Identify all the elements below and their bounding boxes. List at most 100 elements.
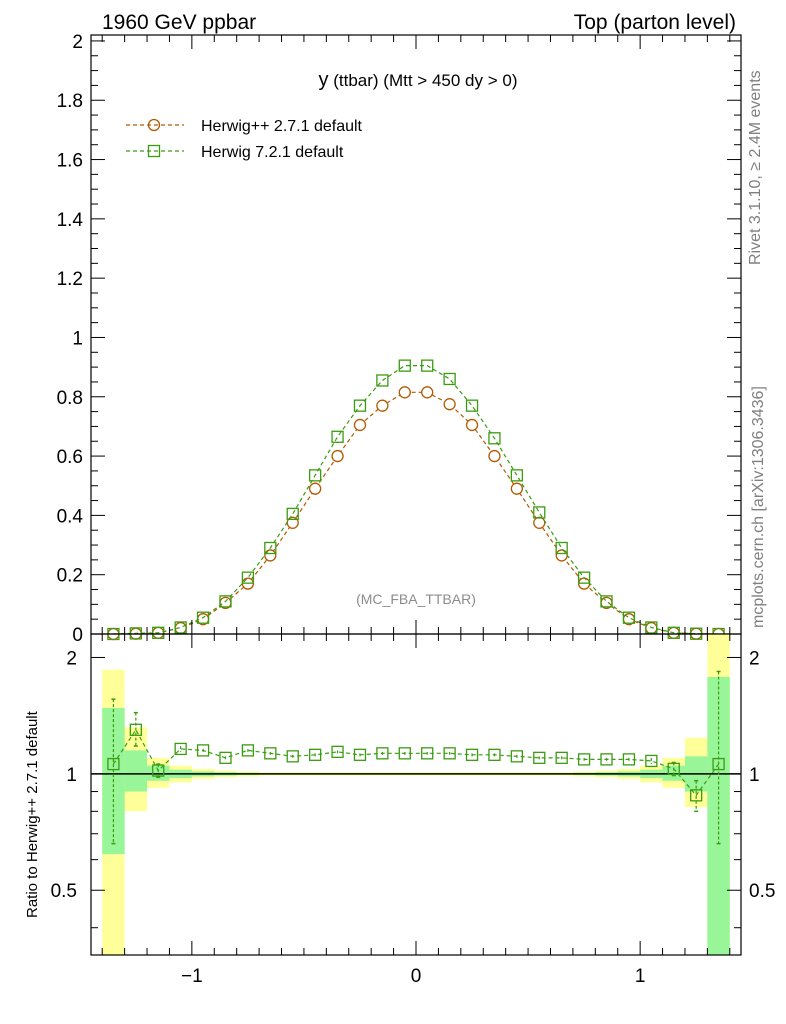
ratio-point bbox=[645, 754, 658, 768]
plot-title: y (ttbar) (Mtt > 450 dy > 0) bbox=[319, 69, 518, 91]
legend-herwigpp: Herwig++ 2.7.1 default bbox=[201, 118, 363, 135]
point-herwig7 bbox=[286, 507, 299, 521]
point-herwig7 bbox=[264, 541, 277, 555]
ratio-point bbox=[353, 748, 367, 761]
x-tick-label: 0 bbox=[411, 966, 422, 987]
main-frame bbox=[90, 34, 742, 635]
y-tick-label: 2 bbox=[72, 32, 83, 53]
y-tick-label: 1.8 bbox=[57, 91, 83, 112]
ratio-point bbox=[308, 748, 322, 761]
ratio-point bbox=[577, 753, 591, 766]
point-herwigpp bbox=[443, 398, 456, 411]
ratio-series-line bbox=[112, 728, 720, 797]
point-herwigpp bbox=[398, 386, 411, 399]
point-herwig7 bbox=[241, 571, 255, 584]
point-herwig7 bbox=[510, 469, 524, 482]
ratio-y-tick-label-right: 0.5 bbox=[749, 881, 775, 902]
ratio-point bbox=[622, 753, 636, 766]
point-herwig7 bbox=[152, 626, 165, 639]
y-tick-label: 1 bbox=[72, 328, 83, 349]
point-herwigpp bbox=[376, 399, 389, 412]
series-line-herwigpp bbox=[113, 391, 719, 635]
ratio-point bbox=[107, 757, 120, 771]
ratio-point bbox=[286, 750, 299, 763]
point-herwigpp bbox=[264, 549, 277, 562]
point-herwig7 bbox=[174, 621, 187, 634]
y-tick-label: 0.6 bbox=[57, 447, 83, 468]
ratio-point bbox=[398, 747, 411, 760]
ratio-point bbox=[533, 751, 546, 765]
ratio-point bbox=[174, 742, 187, 756]
x-tick-label: −1 bbox=[181, 966, 203, 987]
ratio-point bbox=[196, 744, 210, 757]
legend-herwig7: Herwig 7.2.1 default bbox=[201, 144, 344, 161]
point-herwig7 bbox=[667, 626, 680, 639]
ratio-point bbox=[465, 748, 479, 761]
ratio-y-tick-label-left: 2 bbox=[66, 648, 77, 669]
point-herwigpp bbox=[331, 449, 344, 463]
point-herwig7 bbox=[331, 430, 344, 443]
ratio-point bbox=[600, 753, 613, 766]
point-herwig7 bbox=[555, 541, 568, 555]
legend-square-marker bbox=[147, 144, 161, 158]
header-process: Top (parton level) bbox=[574, 11, 736, 34]
y-tick-label: 1.4 bbox=[57, 210, 84, 231]
ratio-point bbox=[443, 747, 456, 760]
plot-title-var: y bbox=[319, 69, 329, 91]
ratio-frame bbox=[90, 633, 742, 956]
y-tick-label: 1.2 bbox=[57, 269, 83, 290]
point-herwig7 bbox=[533, 506, 546, 519]
ratio-ylabel: Ratio to Herwig++ 2.7.1 default bbox=[24, 710, 41, 918]
ratio-point bbox=[219, 751, 232, 765]
ratio-y-tick-label-left: 1 bbox=[66, 765, 77, 786]
y-tick-label: 0.2 bbox=[57, 566, 83, 587]
watermark: (MC_FBA_TTBAR) bbox=[356, 591, 476, 607]
point-herwigpp bbox=[488, 449, 501, 463]
ratio-point bbox=[421, 747, 434, 760]
rivet-label: Rivet 3.1.10, ≥ 2.4M events bbox=[747, 70, 764, 265]
ratio-point bbox=[264, 747, 277, 760]
main-panel: (MC_FBA_TTBAR) y (ttbar) (Mtt > 450 dy >… bbox=[57, 32, 742, 646]
point-herwig7 bbox=[577, 571, 591, 584]
point-herwig7 bbox=[196, 611, 210, 624]
ratio-point bbox=[712, 757, 725, 771]
ratio-point bbox=[667, 762, 680, 776]
ratio-point bbox=[376, 747, 389, 760]
series-line-herwig7 bbox=[113, 365, 719, 635]
point-herwigpp bbox=[533, 516, 546, 529]
y-tick-label: 0.4 bbox=[57, 506, 84, 527]
ratio-band-green bbox=[707, 677, 730, 955]
ratio-panel: 0.5 0.5 1 1 2 2 −1 0 1 Ratio to Herwig++ 2.7.1 d… bbox=[24, 633, 775, 987]
ratio-point bbox=[152, 764, 165, 777]
point-herwigpp bbox=[353, 418, 367, 432]
ratio-point bbox=[488, 748, 501, 761]
point-herwig7 bbox=[622, 611, 636, 624]
y-tick-label: 1.6 bbox=[57, 151, 83, 172]
ratio-point bbox=[241, 744, 255, 757]
x-tick-label: 1 bbox=[635, 966, 646, 987]
y-tick-label: 0 bbox=[72, 625, 83, 646]
point-herwig7 bbox=[353, 399, 367, 412]
point-herwig7 bbox=[376, 374, 389, 387]
point-herwig7 bbox=[465, 399, 479, 412]
point-herwig7 bbox=[219, 595, 232, 608]
point-herwigpp bbox=[421, 386, 434, 399]
point-herwig7 bbox=[398, 359, 411, 372]
point-herwig7 bbox=[600, 595, 613, 608]
point-herwigpp bbox=[510, 482, 524, 495]
ratio-point bbox=[331, 745, 344, 759]
plot-title-cuts: (ttbar) (Mtt > 450 dy > 0) bbox=[329, 71, 518, 90]
ratio-y-tick-label-left: 0.5 bbox=[51, 881, 77, 902]
ratio-y-tick-label-right: 1 bbox=[749, 765, 760, 786]
legend-circle-marker bbox=[147, 118, 161, 132]
header-energy: 1960 GeV ppbar bbox=[102, 11, 256, 34]
ratio-point bbox=[555, 751, 568, 765]
point-herwig7 bbox=[488, 432, 501, 445]
ratio-point bbox=[510, 750, 524, 763]
ratio-band-green bbox=[124, 750, 148, 792]
point-herwig7 bbox=[308, 469, 322, 482]
ratio-point bbox=[129, 723, 142, 736]
point-herwigpp bbox=[465, 418, 479, 432]
y-tick-label: 0.8 bbox=[57, 388, 83, 409]
